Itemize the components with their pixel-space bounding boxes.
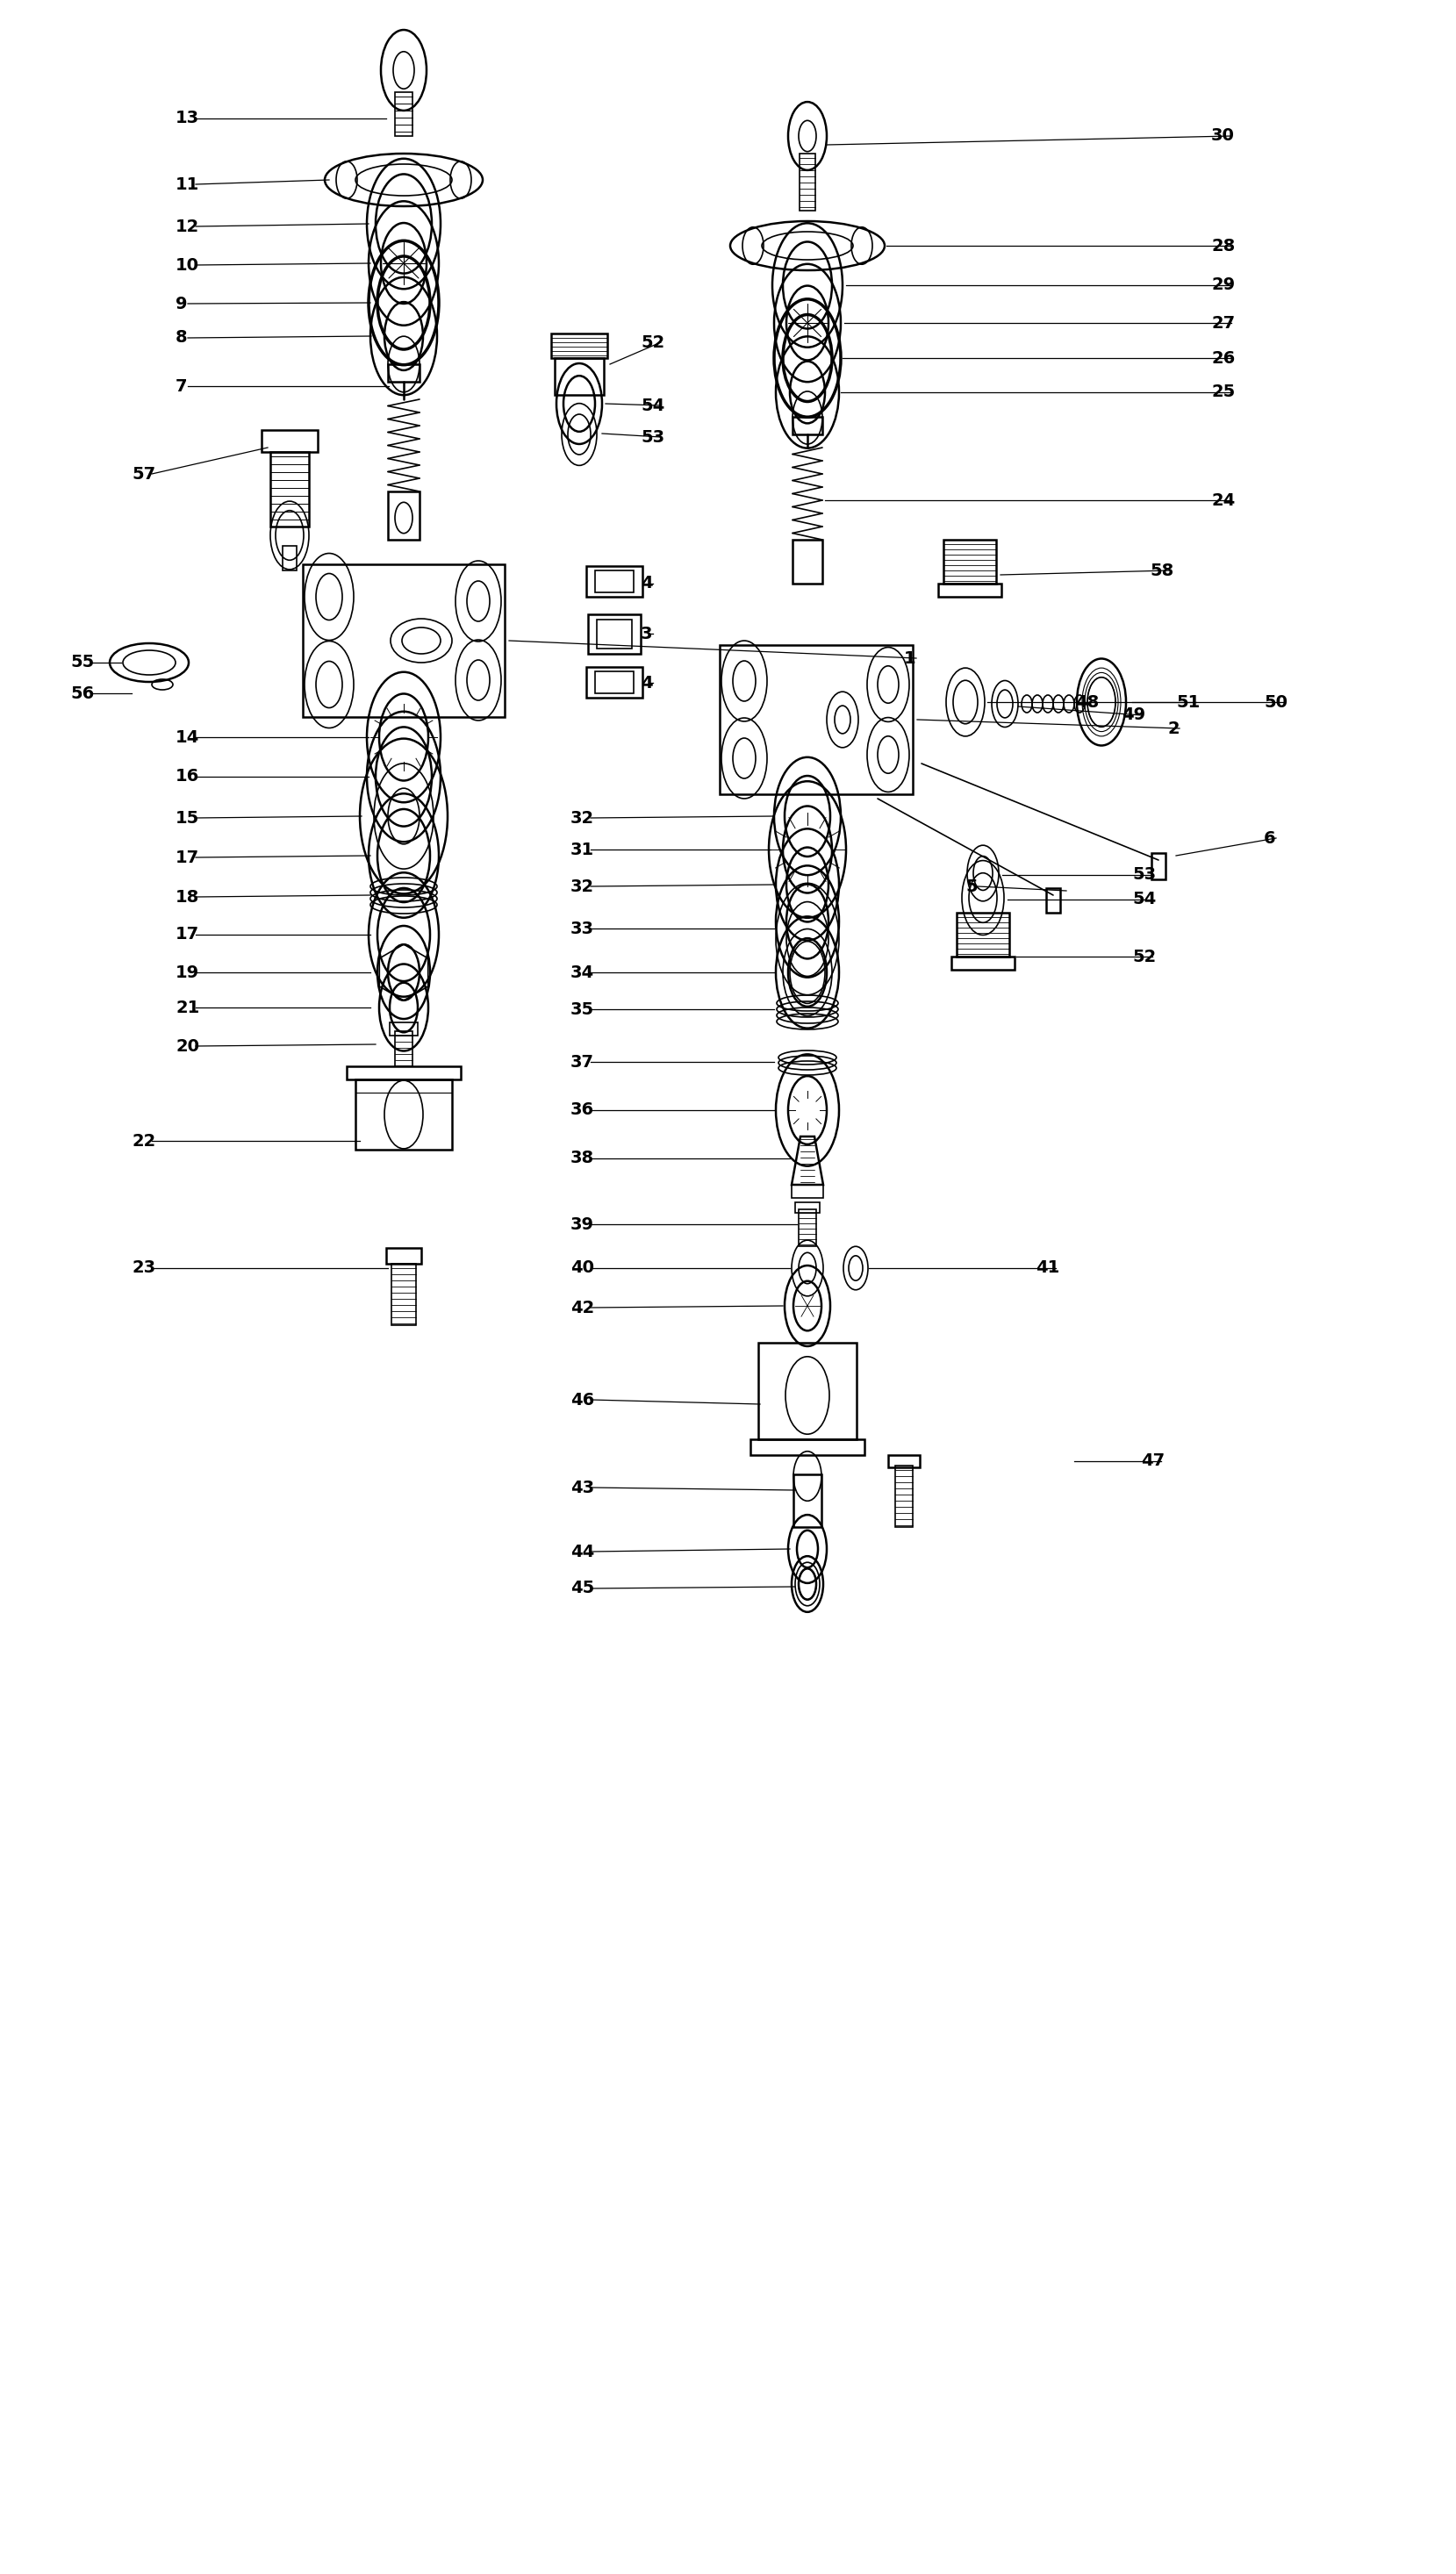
Bar: [888, 1454, 920, 1467]
Text: 54: 54: [1133, 891, 1156, 909]
Bar: [347, 1066, 460, 1079]
Text: 9: 9: [176, 296, 188, 311]
Text: 28: 28: [1211, 237, 1235, 255]
Text: 32: 32: [571, 878, 594, 896]
Bar: [390, 1022, 418, 1035]
Text: 43: 43: [571, 1480, 594, 1495]
Text: 11: 11: [176, 175, 199, 193]
Text: 4: 4: [641, 574, 652, 592]
Text: 53: 53: [1133, 867, 1156, 883]
Text: 39: 39: [571, 1215, 594, 1233]
Bar: [282, 546, 297, 571]
Bar: [1047, 888, 1060, 914]
Text: 35: 35: [571, 1001, 594, 1017]
Text: 42: 42: [571, 1300, 594, 1315]
Bar: [555, 358, 604, 394]
Text: 47: 47: [1142, 1452, 1165, 1470]
Text: 17: 17: [176, 849, 199, 865]
Bar: [262, 430, 317, 453]
Bar: [951, 958, 1015, 970]
Bar: [355, 1079, 451, 1151]
Text: 7: 7: [176, 378, 188, 394]
Text: 44: 44: [571, 1544, 594, 1560]
Text: 51: 51: [1176, 695, 1200, 710]
Text: 16: 16: [176, 767, 199, 785]
Text: 32: 32: [571, 811, 594, 826]
Text: 45: 45: [571, 1580, 594, 1596]
Text: 3: 3: [641, 625, 652, 641]
Text: 10: 10: [176, 257, 199, 273]
Bar: [392, 1264, 416, 1326]
Text: 31: 31: [571, 842, 594, 857]
Text: 55: 55: [70, 654, 95, 672]
Bar: [1152, 852, 1165, 880]
Bar: [386, 1248, 421, 1264]
Text: 17: 17: [176, 927, 199, 942]
Text: 15: 15: [176, 811, 199, 826]
Text: 4: 4: [641, 674, 652, 690]
Text: 41: 41: [1035, 1259, 1060, 1277]
Bar: [271, 453, 309, 528]
Text: 14: 14: [176, 728, 199, 746]
Text: 2: 2: [1168, 721, 1179, 736]
Text: 46: 46: [571, 1393, 594, 1408]
Text: 30: 30: [1211, 129, 1235, 144]
Text: 21: 21: [176, 999, 199, 1017]
Text: 34: 34: [571, 965, 594, 981]
Text: 57: 57: [131, 466, 156, 481]
Text: 53: 53: [641, 430, 664, 445]
Text: 49: 49: [1121, 708, 1146, 723]
Bar: [799, 1210, 817, 1246]
Text: 18: 18: [176, 888, 199, 906]
Bar: [794, 1475, 821, 1526]
Bar: [895, 1465, 913, 1526]
Text: 38: 38: [571, 1151, 594, 1166]
Bar: [750, 1439, 865, 1454]
Bar: [957, 914, 1009, 958]
Bar: [938, 584, 1002, 597]
Bar: [943, 541, 996, 584]
Bar: [795, 1202, 820, 1212]
Text: 27: 27: [1211, 314, 1235, 332]
Text: 13: 13: [176, 111, 199, 126]
Text: 23: 23: [131, 1259, 156, 1277]
Text: 20: 20: [176, 1037, 199, 1055]
Bar: [395, 1032, 412, 1066]
Text: 52: 52: [1133, 947, 1156, 965]
Text: 37: 37: [571, 1053, 594, 1071]
Bar: [387, 492, 419, 541]
Text: 6: 6: [1264, 829, 1275, 847]
Text: 26: 26: [1211, 350, 1235, 366]
Text: 24: 24: [1211, 492, 1235, 510]
Text: 22: 22: [131, 1133, 156, 1148]
Text: 19: 19: [176, 965, 199, 981]
Bar: [799, 154, 815, 211]
Bar: [552, 335, 607, 358]
Bar: [792, 541, 823, 584]
Text: 5: 5: [965, 878, 977, 896]
Text: 40: 40: [571, 1259, 594, 1277]
Text: 56: 56: [70, 685, 95, 703]
Bar: [387, 363, 419, 381]
Text: 33: 33: [571, 919, 594, 937]
Text: 8: 8: [176, 329, 188, 347]
Text: 52: 52: [641, 335, 664, 350]
Bar: [759, 1344, 856, 1439]
Text: 25: 25: [1211, 384, 1235, 402]
Bar: [395, 93, 412, 136]
Text: 58: 58: [1150, 561, 1174, 579]
Text: 50: 50: [1264, 695, 1287, 710]
Bar: [792, 417, 823, 435]
Text: 29: 29: [1211, 278, 1235, 293]
Text: 36: 36: [571, 1102, 594, 1120]
Text: 54: 54: [641, 396, 664, 414]
Text: 1: 1: [904, 649, 916, 667]
Text: 12: 12: [176, 219, 199, 234]
Text: 48: 48: [1075, 695, 1099, 710]
